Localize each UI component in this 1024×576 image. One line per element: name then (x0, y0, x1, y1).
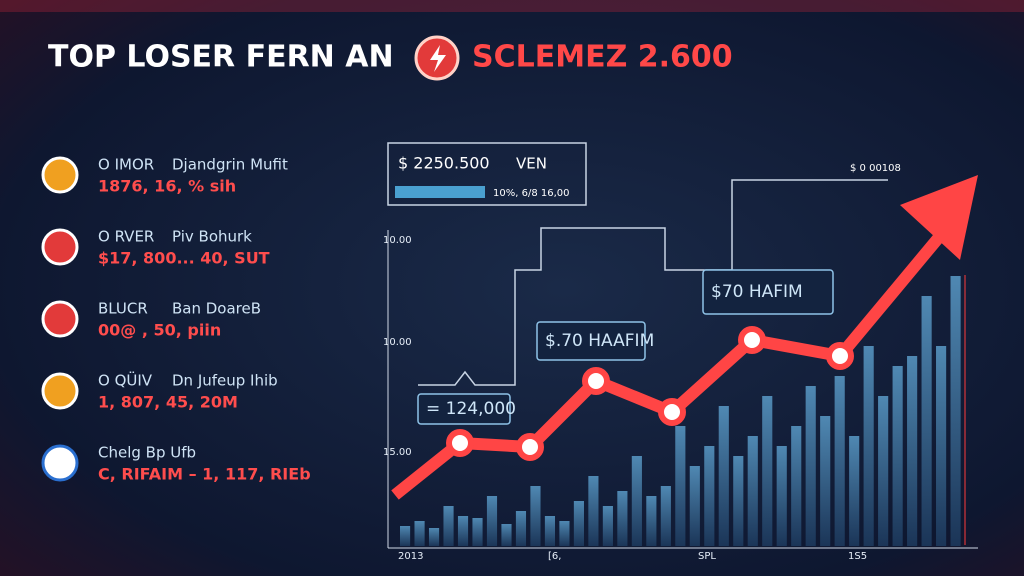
title: TOP LOSER FERN AN (48, 40, 394, 75)
bg-bar (892, 366, 903, 546)
bg-bar (428, 528, 440, 546)
chart-panel: $ 2250.500 VEN 10%, 6/8 16,00 $ 0 00108 … (383, 142, 978, 562)
trend-dot (582, 367, 610, 395)
x-axis-label: 2013 (398, 551, 423, 562)
bg-bar (544, 516, 556, 546)
bg-bar (805, 386, 816, 546)
bg-bar (747, 436, 758, 546)
price-bar (395, 186, 485, 198)
bg-bar (718, 406, 729, 546)
coin-icon (41, 156, 79, 194)
bg-bar (617, 491, 628, 546)
coin-name: Dn Jufeup Ihib (172, 372, 278, 390)
bg-bar (820, 416, 831, 546)
bg-bar (936, 346, 947, 546)
bg-bar (762, 396, 773, 546)
bg-bar (472, 518, 483, 546)
x-axis-label: SPL (698, 551, 716, 562)
bg-bar (486, 496, 498, 546)
callout-box (536, 321, 646, 361)
bg-bar (921, 296, 932, 546)
bg-bar (834, 376, 845, 546)
coin-ticker: O QÜIV (98, 371, 153, 390)
bg-bar (675, 426, 686, 546)
trend-dot (738, 326, 766, 354)
coin-name: Djandgrin Mufit (172, 156, 288, 174)
title-accent: SCLEMEZ 2.600 (472, 40, 733, 75)
y-axis-label: 10.00 (383, 337, 412, 348)
coin-list: O IMOR Djandgrin Mufit 1876, 16, % sih O RV… (41, 156, 311, 484)
trend-dot (446, 429, 474, 457)
bg-bar (573, 501, 584, 546)
bg-bar (501, 524, 512, 546)
bg-bar (776, 446, 787, 546)
bg-bar (878, 396, 889, 546)
coin-stats: C, RIFAIM – 1, 117, RIEb (98, 465, 311, 484)
x-axis-label: [6, (548, 551, 561, 562)
coin-ticker: BLUCR (98, 300, 148, 318)
callout-box (702, 269, 834, 315)
bg-bar (704, 446, 715, 546)
coin-icon (41, 372, 79, 410)
bg-bar (733, 456, 744, 546)
callout-box (417, 393, 511, 425)
y-axis-label: 15.00 (383, 447, 412, 458)
coin-name: Ban DoareB (172, 300, 261, 318)
bg-bar (791, 426, 802, 546)
bg-bar (907, 356, 918, 546)
bg-bar (689, 466, 700, 546)
price-box (387, 142, 587, 206)
callout: $.70 HAAFIM (545, 331, 654, 351)
bg-bar (443, 506, 454, 546)
coin-stats: 1876, 16, % sih (98, 177, 236, 196)
bg-bar (559, 521, 570, 546)
coin-stats: $17, 800... 40, SUT (98, 249, 270, 268)
y-axis-label: 10.00 (383, 235, 412, 246)
x-axis-label: 1S5 (848, 551, 867, 562)
trend-arrow (900, 175, 978, 260)
trend-dot (826, 342, 854, 370)
coin-name: Piv Bohurk (172, 228, 252, 246)
bg-bar (457, 516, 469, 546)
coin-icon (41, 444, 79, 482)
coin-ticker: O IMOR (98, 156, 154, 174)
bg-bar (530, 486, 541, 546)
bg-bar (849, 436, 860, 546)
bg-bar (950, 276, 961, 546)
bg-bar (400, 526, 411, 546)
unit: VEN (516, 155, 547, 173)
bg-bar (588, 476, 599, 546)
bg-bar (660, 486, 671, 546)
coin-icon (41, 228, 79, 266)
bg-bar (414, 521, 425, 546)
coin-icon (41, 300, 79, 338)
bg-bar (602, 506, 613, 546)
bg-bar (631, 456, 642, 546)
callout: = 124,000 (426, 399, 516, 419)
bg-bar (646, 496, 657, 546)
price: $ 2250.500 (398, 154, 490, 173)
corner-label: $ 0 00108 (850, 163, 901, 174)
coin-stats: 00@ , 50, piin (98, 321, 221, 340)
trend-dot (516, 433, 544, 461)
price-sub: 10%, 6/8 16,00 (493, 188, 569, 199)
trend-dot (658, 398, 686, 426)
bg-bar (863, 346, 874, 546)
logo-bolt (430, 45, 446, 72)
coin-ticker: O RVER (98, 228, 154, 246)
bg-bar (515, 511, 527, 546)
coin-stats: 1, 807, 45, 20M (98, 393, 238, 412)
coin-ticker: Chelg Bp Ufb (98, 444, 196, 462)
callout: $70 HAFIM (711, 282, 803, 302)
top-glow (0, 0, 1024, 12)
